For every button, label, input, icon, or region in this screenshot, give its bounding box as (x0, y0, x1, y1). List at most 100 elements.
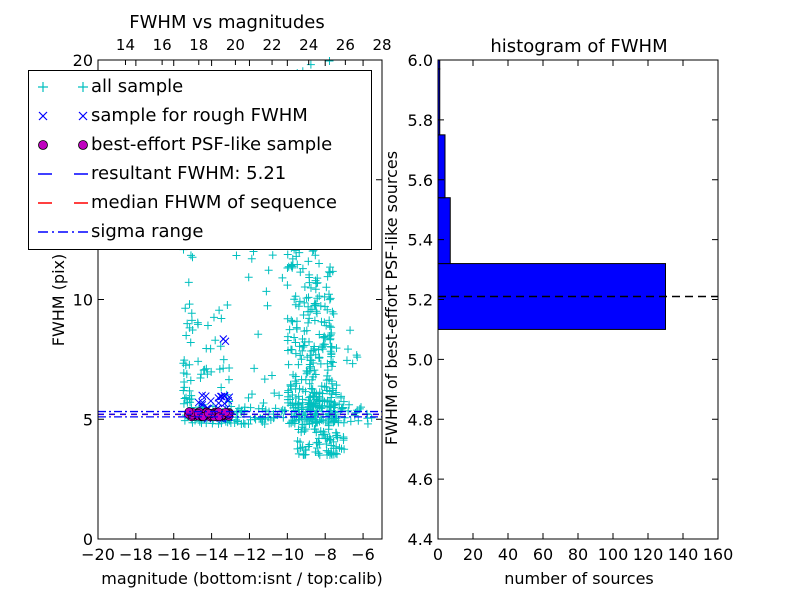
all-sample-point (331, 428, 340, 437)
all-sample-point (270, 389, 279, 398)
legend-label: best-effort PSF-like sample (91, 134, 333, 155)
all-sample-point (275, 391, 284, 400)
all-sample-point (180, 356, 189, 365)
all-sample-point (344, 345, 352, 354)
all-sample-point (187, 395, 196, 404)
all-sample-point (219, 355, 228, 364)
all-sample-point (300, 337, 309, 346)
all-sample-point (247, 254, 256, 263)
all-sample-point (305, 440, 314, 449)
all-sample-point (283, 250, 292, 259)
all-sample-point (183, 319, 192, 328)
rough-sample-point (220, 392, 229, 400)
all-sample-point (292, 379, 301, 388)
all-sample-point (217, 314, 226, 323)
all-sample-point (273, 411, 282, 420)
x-tick-label: 20 (463, 545, 483, 564)
all-sample-point (331, 400, 340, 409)
all-sample-point (323, 305, 332, 314)
all-sample-point (348, 359, 357, 368)
histogram-title: histogram of FWHM (490, 36, 667, 57)
all-sample-point (256, 414, 265, 423)
x-tick-label: −12 (233, 545, 267, 564)
y-tick-label: 10 (73, 291, 93, 310)
x-tick-label: 120 (633, 545, 664, 564)
all-sample-point (297, 375, 306, 384)
all-sample-point (262, 287, 271, 296)
all-sample-point (315, 259, 324, 268)
all-sample-point (298, 395, 307, 404)
y-tick-label: 5.8 (408, 111, 433, 130)
rough-sample-point (198, 391, 207, 400)
all-sample-point (304, 402, 313, 411)
histogram-y-label: FWHM of best-effort PSF-like sources (382, 151, 401, 445)
all-sample-point (287, 419, 296, 428)
all-sample-point (286, 380, 295, 389)
all-sample-point (295, 384, 304, 393)
all-sample-point (267, 371, 276, 380)
all-sample-point (323, 366, 332, 375)
y-tick-label: 4.6 (408, 470, 433, 489)
histogram-bar (437, 263, 666, 330)
all-sample-point (310, 299, 319, 308)
all-sample-point (313, 294, 322, 303)
all-sample-point (318, 389, 327, 398)
all-sample-point (225, 363, 234, 372)
all-sample-point (304, 318, 313, 327)
all-sample-point (304, 442, 313, 451)
rough-sample-point (198, 400, 207, 409)
all-sample-point (306, 413, 315, 422)
all-sample-point (302, 294, 311, 303)
histogram-bar (437, 197, 451, 265)
all-sample-point (294, 399, 303, 408)
all-sample-point (292, 411, 301, 420)
histogram-x-label: number of sources (504, 569, 654, 588)
all-sample-point (254, 330, 263, 339)
all-sample-point (309, 388, 318, 397)
all-sample-point (319, 430, 328, 439)
top-x-tick-label: 26 (336, 36, 355, 54)
x-tick-label: 160 (703, 545, 734, 564)
legend-entry-all-sample: all sample (29, 75, 371, 99)
all-sample-point (342, 356, 351, 365)
top-x-tick-label: 22 (263, 36, 282, 54)
all-sample-point (323, 272, 332, 281)
all-sample-point (330, 398, 339, 407)
all-sample-point (289, 370, 298, 379)
all-sample-point (240, 420, 249, 429)
all-sample-point (326, 342, 335, 351)
all-sample-point (316, 359, 325, 368)
all-sample-point (310, 316, 319, 325)
all-sample-point (353, 353, 362, 362)
all-sample-point (322, 376, 331, 385)
dashed-line-icon (38, 173, 88, 175)
all-sample-point (321, 434, 330, 443)
all-sample-point (326, 335, 335, 344)
top-x-tick-label: 14 (116, 36, 135, 54)
all-sample-point (310, 389, 319, 398)
rough-sample-point (194, 398, 203, 407)
all-sample-point (295, 342, 304, 351)
x-tick-label: −10 (270, 545, 304, 564)
all-sample-point (300, 341, 309, 350)
all-sample-point (239, 419, 248, 428)
all-sample-point (304, 257, 313, 266)
all-sample-point (305, 360, 314, 369)
all-sample-point (186, 251, 195, 260)
rough-sample-point (206, 397, 215, 405)
all-sample-point (297, 423, 306, 432)
all-sample-point (339, 436, 348, 445)
all-sample-point (312, 428, 321, 437)
legend-label: median FHWM of sequence (91, 192, 337, 213)
rough-sample-point (219, 335, 228, 343)
all-sample-point (287, 345, 296, 354)
all-sample-point (328, 362, 337, 371)
all-sample-point (217, 383, 226, 392)
all-sample-point (291, 349, 300, 358)
all-sample-point (318, 343, 327, 352)
x-tick-label: −8 (313, 545, 337, 564)
all-sample-point (292, 252, 301, 261)
all-sample-point (182, 331, 191, 340)
all-sample-point (216, 342, 225, 351)
all-sample-point (287, 385, 296, 394)
